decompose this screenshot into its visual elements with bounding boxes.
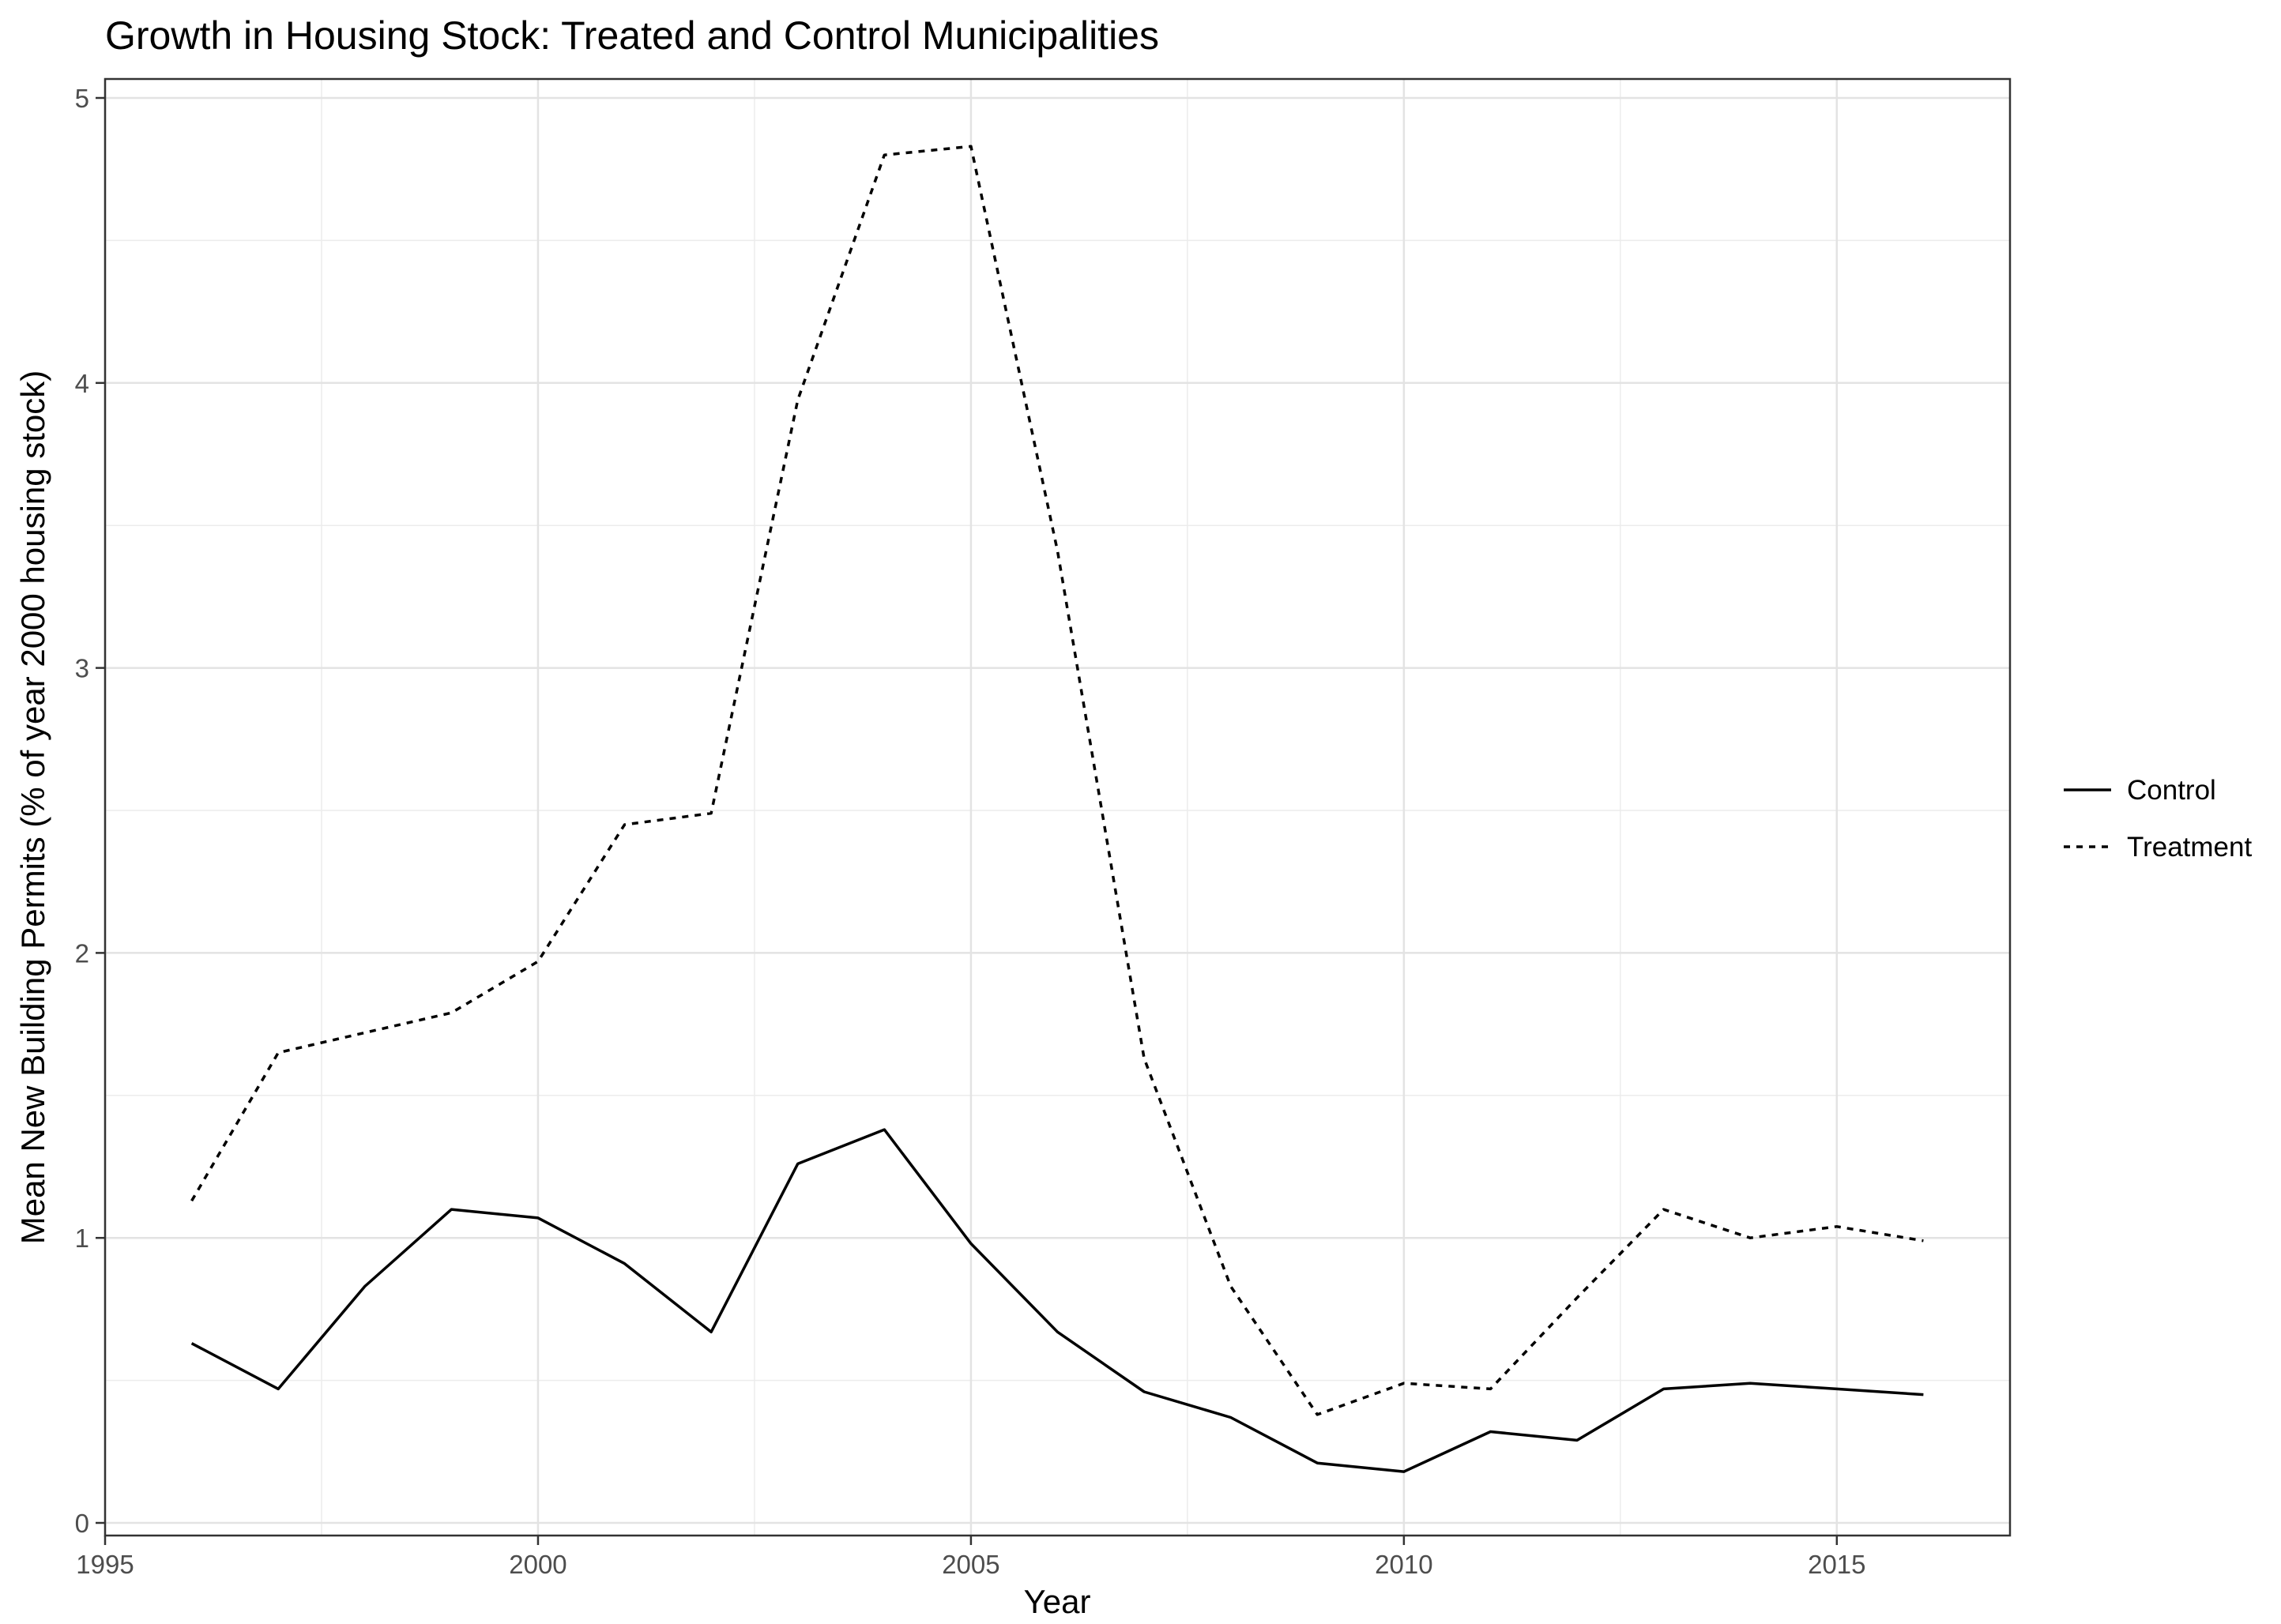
x-axis-title: Year [1024,1583,1091,1620]
y-tick-label: 1 [75,1224,89,1253]
y-tick-label: 3 [75,654,89,683]
series-lines [190,145,1924,1473]
y-tick-label: 4 [75,369,89,398]
x-tick-label: 2015 [1808,1550,1865,1579]
y-axis: 0 1 2 3 4 5 [75,84,105,1538]
legend-label-control: Control [2127,775,2216,806]
chart-title: Growth in Housing Stock: Treated and Con… [105,13,1159,58]
x-tick-label: 2000 [509,1550,566,1579]
x-tick-label: 1995 [76,1550,134,1579]
legend: Control Treatment [2064,775,2252,863]
y-tick-label: 0 [75,1509,89,1538]
y-tick-label: 2 [75,938,89,968]
plot-panel-border [104,77,2012,1537]
legend-label-treatment: Treatment [2127,832,2252,863]
control-series-line [190,1128,1924,1473]
x-axis: 1995 2000 2005 2010 2015 [76,1536,1866,1579]
x-tick-label: 2005 [942,1550,999,1579]
x-tick-label: 2010 [1375,1550,1432,1579]
minor-gridlines [105,79,2010,1536]
y-tick-label: 5 [75,84,89,113]
y-axis-title: Mean New Building Permits (% of year 200… [14,370,51,1245]
treatment-series-line [190,145,1924,1416]
